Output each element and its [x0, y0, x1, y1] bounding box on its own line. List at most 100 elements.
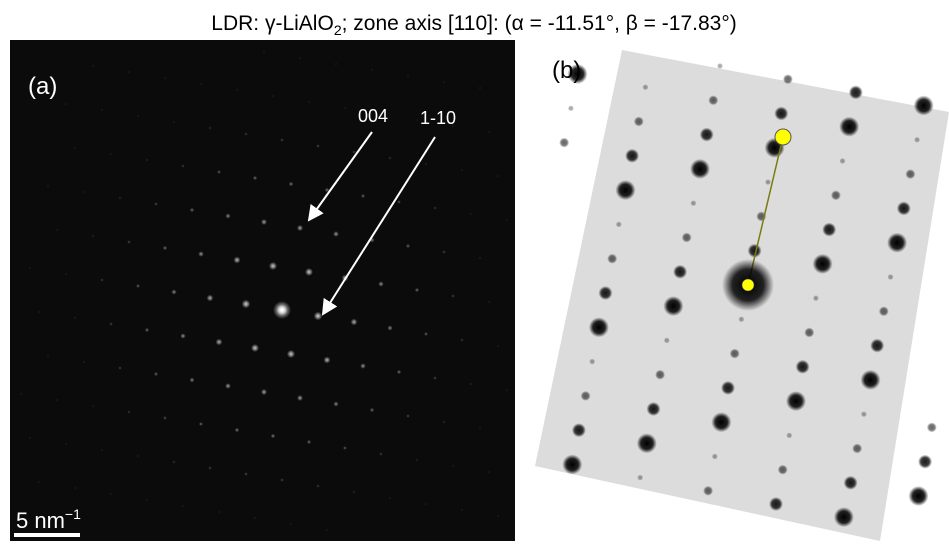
- spot: [109, 322, 113, 326]
- spot: [415, 288, 419, 292]
- spot: [182, 505, 185, 508]
- spot: [712, 454, 718, 460]
- spot: [642, 84, 648, 90]
- spot: [625, 149, 639, 163]
- spot: [909, 486, 929, 506]
- spot: [146, 499, 149, 502]
- spot: [351, 319, 358, 326]
- spot: [118, 196, 121, 199]
- spot: [442, 420, 445, 423]
- spot: [479, 427, 482, 430]
- spot: [335, 63, 338, 66]
- spot: [217, 170, 221, 174]
- spot: [497, 175, 500, 178]
- spot: [234, 257, 241, 264]
- marker: [742, 279, 754, 291]
- spot: [470, 213, 473, 216]
- spot: [870, 339, 884, 353]
- spot: [664, 337, 670, 343]
- spot: [343, 446, 347, 450]
- spot: [137, 115, 140, 118]
- spot: [888, 274, 894, 280]
- spot: [488, 131, 491, 134]
- spot: [452, 465, 455, 468]
- spot: [299, 57, 302, 60]
- spot: [389, 497, 392, 500]
- spot: [905, 169, 915, 179]
- spot: [914, 137, 920, 143]
- spot: [559, 138, 569, 148]
- spot: [506, 219, 509, 222]
- spot: [181, 164, 184, 167]
- spot: [110, 153, 113, 156]
- spot: [765, 179, 771, 185]
- spot: [47, 355, 50, 358]
- spot: [163, 416, 167, 420]
- spot: [572, 423, 586, 437]
- spot: [834, 507, 854, 527]
- spot: [778, 465, 788, 475]
- spot: [663, 296, 683, 316]
- spot: [352, 490, 355, 493]
- spot: [599, 286, 613, 300]
- spot: [378, 281, 383, 286]
- spot: [637, 475, 643, 481]
- panel-a: (a) 004 1-10 5 nm−1: [10, 40, 515, 541]
- spot: [479, 87, 482, 90]
- spot: [38, 311, 41, 314]
- spot: [269, 262, 277, 270]
- spot: [127, 240, 131, 244]
- spot: [29, 267, 32, 270]
- scale-bar: [14, 533, 80, 537]
- spot: [682, 233, 692, 243]
- spot: [280, 478, 284, 482]
- spot: [273, 301, 291, 319]
- arrow-label: 004: [358, 106, 388, 126]
- spot: [251, 344, 259, 352]
- spot: [568, 105, 574, 111]
- spot: [861, 411, 867, 417]
- spot: [416, 119, 419, 122]
- figure: LDR: γ-LiAlO2; zone axis [110]: (α = -11…: [0, 0, 949, 541]
- spot: [634, 117, 644, 127]
- spot: [101, 449, 104, 452]
- spot: [272, 95, 275, 98]
- spot: [333, 231, 339, 237]
- spot: [100, 278, 103, 281]
- spot: [708, 95, 718, 105]
- spot: [425, 163, 428, 166]
- spot: [263, 51, 266, 54]
- spot: [388, 156, 391, 159]
- spot: [738, 316, 744, 322]
- spot: [172, 460, 175, 463]
- spot: [137, 455, 140, 458]
- spot: [163, 246, 167, 250]
- spot: [173, 121, 176, 124]
- spot: [289, 182, 294, 187]
- spot: [253, 176, 257, 180]
- spot: [425, 503, 428, 506]
- spot: [171, 289, 176, 294]
- spot: [796, 360, 810, 374]
- spot: [406, 414, 410, 418]
- spot: [918, 455, 932, 469]
- spot: [316, 144, 320, 148]
- spot: [786, 391, 806, 411]
- spot: [813, 254, 833, 274]
- spot: [127, 410, 130, 413]
- spot: [145, 158, 148, 161]
- spot: [190, 208, 194, 212]
- spot: [225, 213, 230, 218]
- spot: [235, 428, 240, 433]
- spot: [506, 389, 509, 392]
- spot: [56, 229, 59, 232]
- spot: [118, 366, 122, 370]
- spot: [242, 300, 251, 309]
- spot: [38, 481, 41, 484]
- spot: [297, 395, 303, 401]
- spot: [861, 370, 881, 390]
- spot: [387, 325, 392, 330]
- spot: [198, 251, 204, 257]
- spot: [216, 339, 223, 346]
- spot: [379, 452, 382, 455]
